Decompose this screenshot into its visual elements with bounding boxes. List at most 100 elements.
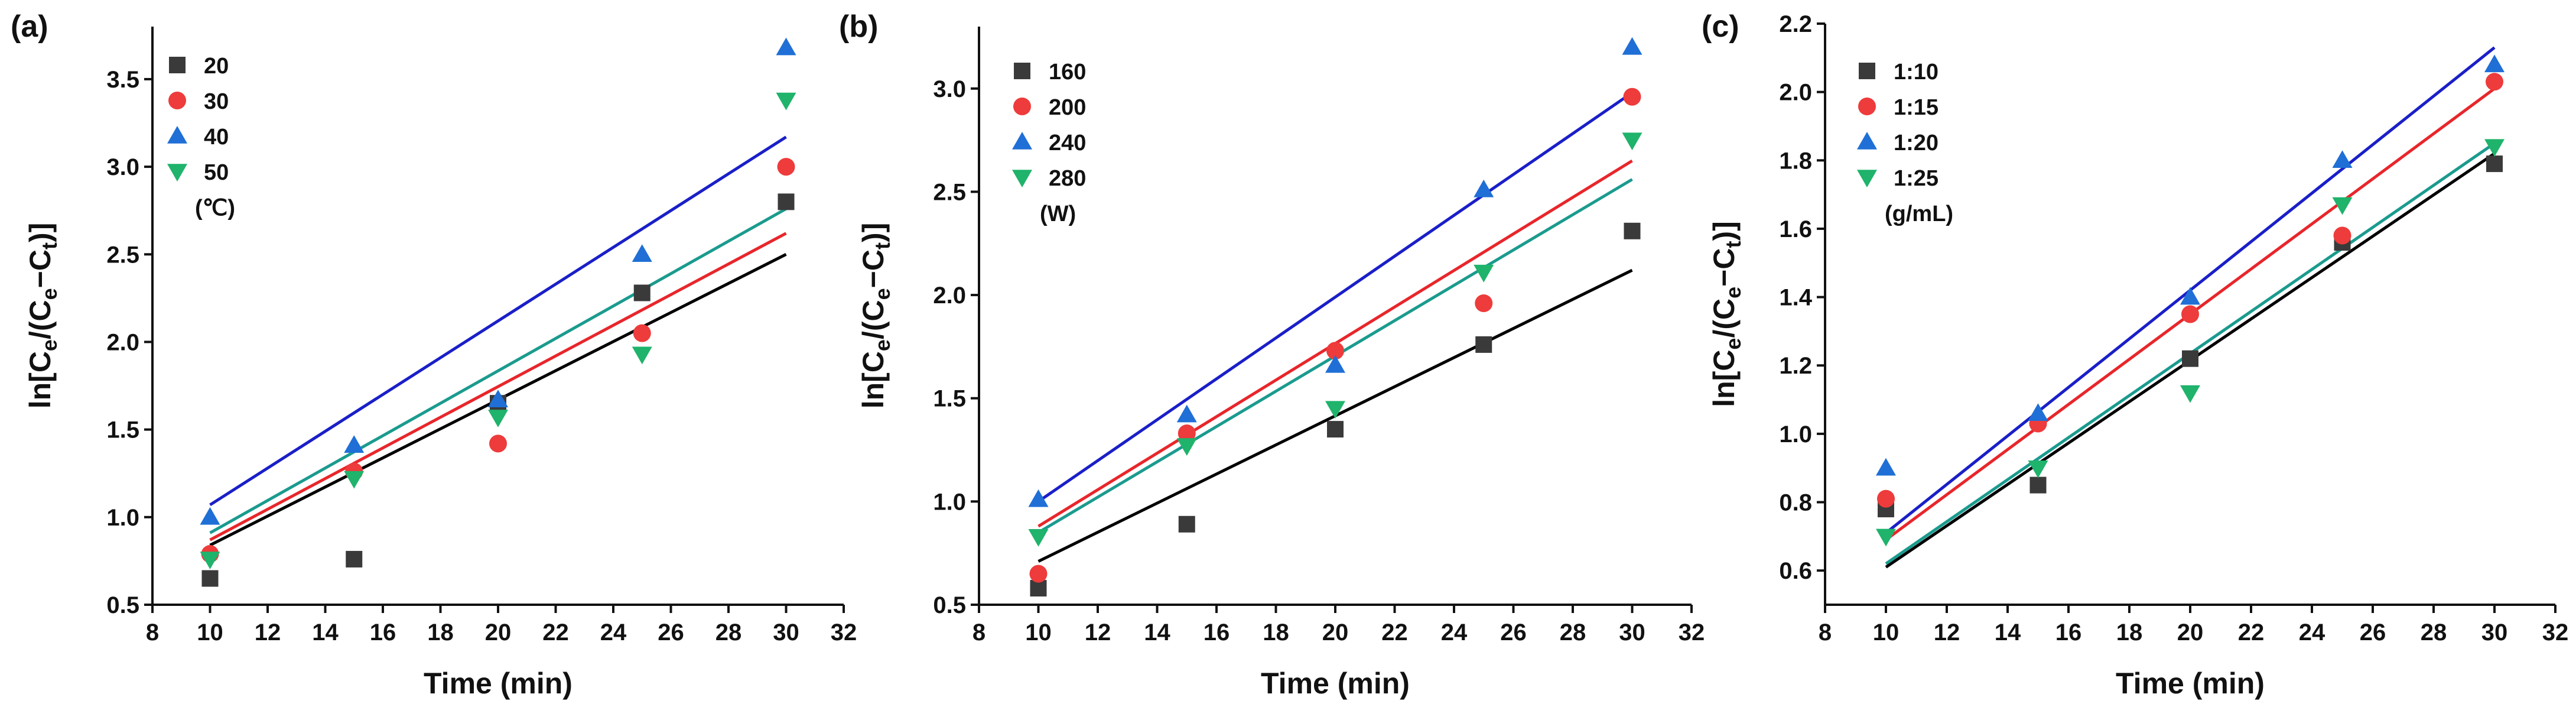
y-axis-title-subscript: t [1721,241,1745,248]
y-tick-label: 3.5 [106,67,139,93]
y-axis-title: ln[Ce/(Ce−Ct)] [1707,221,1745,407]
y-axis-title-part: )] [24,223,57,242]
data-point [2180,385,2200,403]
legend-marker [168,92,186,109]
x-tick-label: 18 [1263,620,1289,646]
data-point [2332,150,2353,168]
x-tick-label: 10 [1025,620,1052,646]
legend-marker [1012,170,1032,187]
x-tick-label: 8 [972,620,985,646]
legend-label: 1:15 [1894,95,1938,120]
y-tick-label: 0.5 [933,592,966,618]
x-tick-label: 10 [1873,620,1900,646]
data-point [2181,305,2199,323]
chart-panel-c: (c) 8 10 12 14 16 18 20 22 24 26 28 30 32 0.6 0.8 1.0 1.2… [1702,9,2568,700]
x-tick-label: 20 [2177,620,2204,646]
data-point [2484,139,2505,157]
x-axis-title: Time (min) [2116,667,2265,700]
panel-label: (b) [839,9,878,44]
data-point [776,37,796,56]
x-tick-label: 16 [1204,620,1230,646]
data-point [632,244,652,262]
data-point [1325,355,1345,373]
y-axis-title-subscript: t [870,242,895,249]
y-axis-title-part: ln[C [1707,350,1741,407]
x-tick-label: 28 [1560,620,1586,646]
x-tick-label: 18 [427,620,454,646]
data-point [633,324,651,342]
legend-unit: (℃) [195,196,235,220]
data-point [632,346,652,365]
legend-marker [167,126,187,144]
y-axis-title-part: −C [24,249,57,288]
x-tick-label: 32 [1679,620,1705,646]
x-tick-label: 16 [370,620,396,646]
data-point [488,390,508,408]
x-tick-label: 8 [1819,620,1832,646]
legend-unit: (W) [1040,202,1076,226]
y-tick-label: 1.4 [1779,285,1812,311]
y-tick-label: 3.0 [106,154,139,180]
data-point [2486,155,2503,173]
legend-marker [169,57,186,73]
y-axis-title-part: /(C [857,300,890,339]
y-axis-title-part: /(C [1707,299,1741,338]
y-axis-title: ln[Ce/(Ce−Ct)] [24,223,61,409]
x-tick-label: 24 [600,620,627,646]
data-point [1622,37,1642,55]
legend-marker [167,164,187,181]
data-point [200,552,220,569]
y-tick-label: 0.8 [1779,490,1812,516]
y-axis-title-part: −C [1707,248,1741,287]
x-tick-label: 32 [2542,620,2569,646]
data-point [776,92,796,111]
chart-panel-b: (b) 8 10 12 14 16 18 20 22 24 26 28 30 32 0.5 1.0 1.5 2.0… [839,9,1705,700]
legend: 20 30 40 50 (℃) [167,54,235,220]
x-tick-label: 16 [2055,620,2082,646]
legend-label: 40 [204,125,229,150]
x-tick-label: 18 [2116,620,2143,646]
y-tick-label: 2.0 [106,329,139,355]
x-tick-label: 30 [1619,620,1645,646]
y-axis-title-subscript: t [37,242,61,249]
data-point [1327,421,1344,438]
y-axis-title-subscript: e [870,288,895,300]
data-point [777,158,795,176]
legend-label: 20 [204,54,229,79]
legend-marker [1858,98,1876,115]
legend-marker [1859,63,1875,79]
data-point [2029,476,2047,494]
y-tick-label: 2.0 [1779,80,1812,106]
x-tick-label: 8 [146,620,159,646]
y-tick-label: 0.6 [1779,558,1812,584]
data-point [1176,404,1197,423]
data-point [344,471,365,489]
data-point [1178,515,1195,533]
y-axis-title-part: )] [1707,221,1741,241]
data-point [1326,342,1344,360]
legend-label: 1:25 [1894,166,1938,191]
x-tick-label: 14 [1144,620,1170,646]
data-point [1876,528,1896,547]
data-point [633,284,650,301]
y-axis-title-subscript: e [37,339,61,351]
y-axis-title-subscript: e [870,339,895,351]
x-tick-label: 10 [197,620,223,646]
y-axis-title-subscript: e [1721,338,1745,350]
data-point [201,570,219,587]
data-point [1622,132,1642,151]
legend-marker [1857,170,1877,187]
y-axis-title: ln[Ce/(Ce−Ct)] [857,223,895,409]
x-tick-label: 24 [1441,620,1468,646]
x-tick-label: 20 [1322,620,1349,646]
x-tick-label: 14 [1995,620,2021,646]
x-tick-label: 14 [312,620,339,646]
legend: 160 200 240 280 (W) [1012,60,1086,226]
legend-marker [1857,132,1877,150]
y-tick-label: 1.8 [1779,148,1812,174]
data-point [344,435,365,453]
legend-marker [1012,132,1032,150]
x-tick-label: 26 [2360,620,2386,646]
y-tick-label: 1.5 [933,386,966,412]
